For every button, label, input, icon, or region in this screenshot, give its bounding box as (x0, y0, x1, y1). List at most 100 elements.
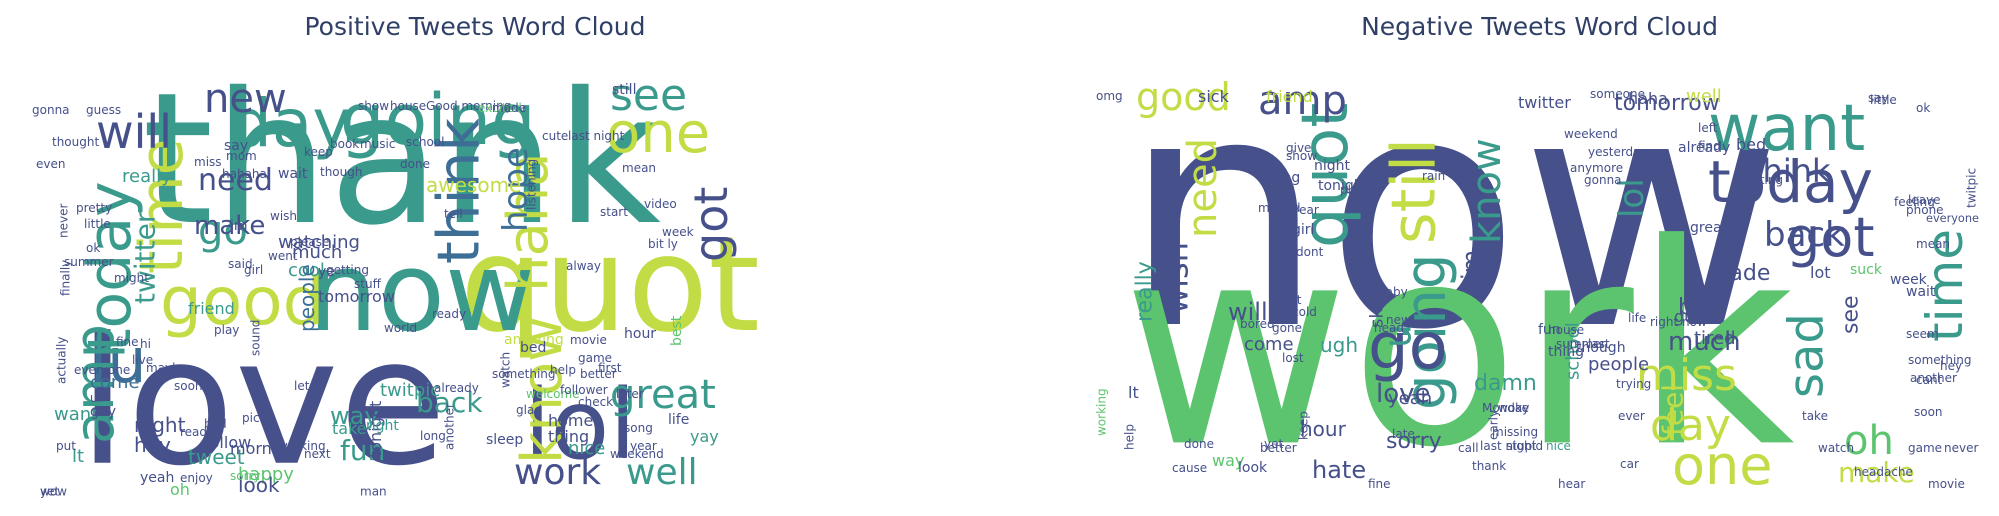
word-put: put (56, 439, 76, 453)
word-later: later (616, 387, 644, 401)
word-love: love (78, 300, 447, 498)
word-movie: movie (1928, 477, 1965, 491)
word-let: let (294, 379, 310, 393)
word-listening: listening (525, 159, 539, 210)
word-stuff: stuff (354, 277, 382, 291)
word-please: please (1340, 183, 1379, 197)
word-need: need (1180, 138, 1226, 238)
word-new: new (204, 76, 287, 122)
word-play: play (214, 323, 239, 337)
word-keep: keep (304, 145, 333, 159)
word-early: early (1487, 410, 1501, 440)
word-yeah: yeah (140, 470, 174, 486)
word-amp: amp (63, 324, 126, 444)
word-seem: seem (1906, 327, 1939, 341)
word-tonight: tonight (1318, 178, 1369, 194)
word-bed: bed (1736, 135, 1766, 154)
word-night: night (134, 413, 186, 437)
word-now: now (1122, 52, 1782, 400)
word-twitpic: twitpic (1965, 168, 1979, 208)
positive-wordcloud-panel: Positive Tweets Word Cloud thank love quot… (0, 0, 950, 516)
word-summer: summer (1556, 337, 1606, 351)
word-lt: lt (1128, 383, 1139, 402)
word-good-morning: Good morning (426, 99, 511, 113)
word-guess: guess (86, 103, 121, 117)
word-nice: nice (568, 438, 605, 459)
word-tweet: tweet (188, 445, 245, 469)
word-ye: ye (318, 264, 335, 280)
word-cool: cool (288, 260, 325, 281)
word-yet: yet (1264, 437, 1283, 451)
word-help: help (1123, 424, 1137, 450)
word-im: im (1457, 250, 1485, 280)
word-check: check (578, 395, 613, 409)
word-say: say (224, 138, 248, 154)
word-wow: wow (40, 485, 67, 498)
word-pretty: pretty (76, 201, 112, 215)
word-cant: cant (1916, 373, 1943, 387)
word-late: late (1392, 427, 1415, 441)
word-rain: rain (1422, 169, 1445, 183)
word-awesome: awesome (426, 173, 521, 197)
word-u: u (1375, 324, 1419, 348)
word-love: love (1376, 379, 1431, 409)
word-happy: happy (238, 464, 294, 485)
word-gonna: gonna (1584, 173, 1622, 187)
word-dont: dont (1296, 245, 1324, 259)
word-friend: friend (188, 299, 235, 318)
word-one: one (606, 101, 710, 166)
word-people: people (1588, 354, 1649, 375)
word-another: another (443, 403, 457, 450)
word-hahaha: hahaha (222, 167, 267, 181)
word-mean: mean (622, 161, 656, 175)
word-baby: baby (1378, 285, 1408, 299)
word-well: well (1686, 86, 1722, 107)
word-really: really (122, 166, 172, 187)
positive-wordcloud-title: Positive Tweets Word Cloud (304, 12, 646, 41)
word-im: im (230, 218, 248, 234)
word-bit-ly: bit ly (648, 237, 678, 251)
word-school: school (406, 135, 444, 149)
word-alway: alway (566, 259, 601, 273)
word-today: today (1708, 148, 1873, 216)
word-thing: thing (1548, 344, 1584, 360)
word-week: week (662, 225, 694, 239)
word-help: help (550, 363, 576, 377)
word-take: take (332, 419, 367, 438)
word-sorry: sorry (1386, 429, 1442, 454)
word-much: much (1668, 327, 1741, 357)
word-working: working (278, 439, 326, 453)
word-weekend: weekend (610, 447, 664, 461)
word-work: work (1122, 184, 1795, 498)
word-great: great (610, 372, 716, 418)
word-someone: someone (1590, 87, 1645, 101)
word-said: said (228, 257, 253, 271)
word-hey: hey (134, 433, 171, 457)
word-house: house (390, 99, 426, 113)
word-going: going (340, 79, 536, 161)
word-year: year (630, 439, 657, 453)
word-better: better (1260, 441, 1297, 455)
word-day: day (1650, 400, 1731, 451)
word-woke: woke (1498, 401, 1529, 415)
word-new: new (1386, 313, 1411, 327)
word-take: take (1802, 409, 1828, 423)
word-game: game (578, 351, 612, 365)
word-think: think (1750, 152, 1831, 190)
negative-wordcloud: now work want today quot still got going time one… (1088, 52, 1986, 498)
word-never: never (57, 204, 71, 238)
word-headache: headache (1854, 465, 1913, 479)
word-wish: wish (270, 209, 297, 223)
word-maybe: maybe (146, 361, 187, 375)
word-fine: fine (1368, 477, 1391, 491)
word-well: well (626, 452, 698, 493)
word-fun: fun (1538, 322, 1561, 338)
word-first: first (598, 361, 622, 375)
word-gone: gone (1272, 321, 1302, 335)
negative-wordcloud-panel: Negative Tweets Word Cloud now work want to… (1080, 0, 1999, 516)
word-bed: bed (520, 340, 546, 356)
word-find: find (1698, 139, 1721, 153)
word-hate: hate (1312, 456, 1366, 484)
word-quot: quot (1289, 103, 1363, 248)
